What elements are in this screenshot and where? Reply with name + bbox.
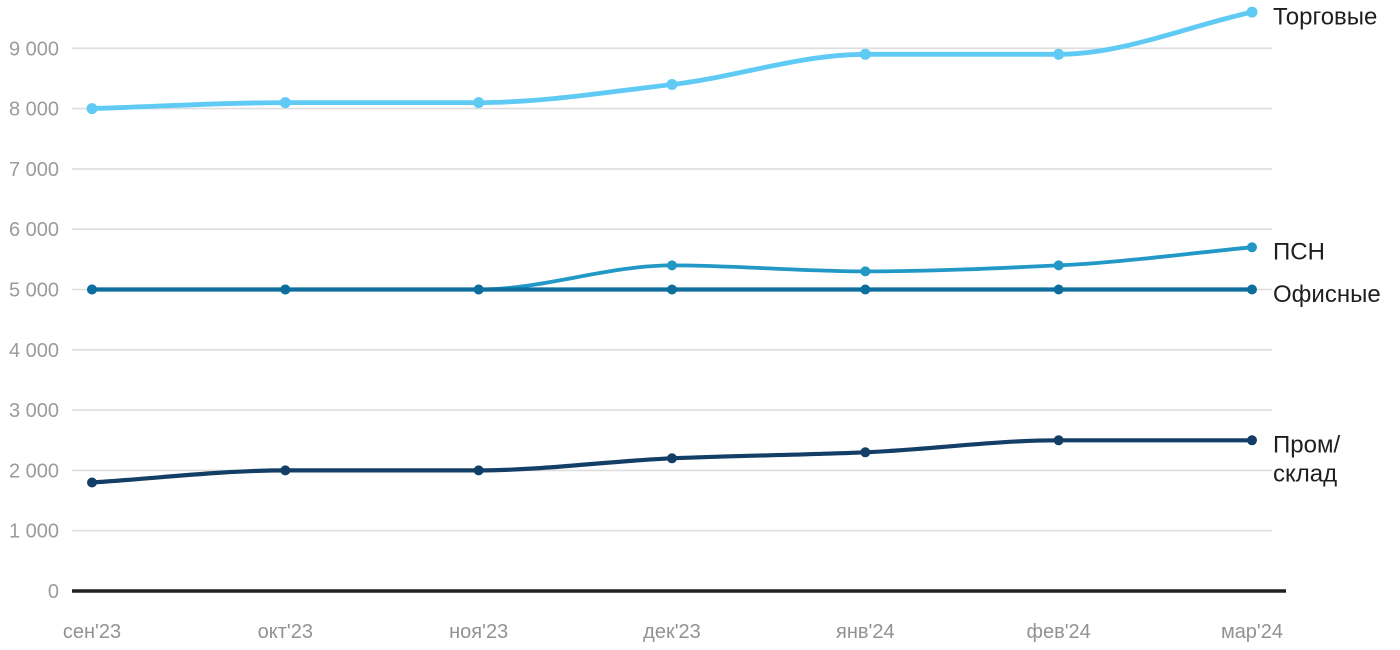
data-point[interactable]: [87, 284, 97, 295]
data-point[interactable]: [1053, 260, 1064, 271]
y-tick-label: 3 000: [9, 400, 59, 422]
y-tick-label: 5 000: [9, 280, 59, 302]
data-point[interactable]: [86, 103, 98, 115]
data-point[interactable]: [473, 465, 484, 476]
data-point[interactable]: [1246, 284, 1257, 295]
x-tick-label: фев'24: [1027, 621, 1091, 643]
y-tick-label: 6 000: [9, 219, 59, 241]
series-line-1: [89, 9, 1255, 111]
x-tick-label: янв'24: [836, 621, 895, 643]
y-tick-label: 9 000: [9, 38, 59, 60]
data-point[interactable]: [280, 465, 291, 476]
y-tick-label: 8 000: [9, 99, 59, 121]
data-point[interactable]: [860, 266, 871, 277]
data-point[interactable]: [666, 453, 677, 464]
y-tick-label: 2 000: [9, 460, 59, 482]
x-tick-label: дек'23: [643, 621, 701, 643]
data-point[interactable]: [280, 284, 291, 295]
series-label-4: Пром/: [1273, 432, 1340, 459]
data-point[interactable]: [279, 97, 291, 109]
data-point[interactable]: [1053, 435, 1064, 446]
y-tick-label: 7 000: [9, 159, 59, 181]
series-label-1: Торговые: [1273, 4, 1377, 31]
x-tick-label: ноя'23: [449, 621, 508, 643]
data-point[interactable]: [666, 284, 677, 295]
y-tick-label: 1 000: [9, 521, 59, 543]
data-point[interactable]: [1246, 242, 1257, 253]
y-tick-label: 0: [48, 581, 59, 603]
data-point[interactable]: [473, 284, 484, 295]
data-point[interactable]: [859, 48, 871, 60]
series-label-4: склад: [1273, 461, 1337, 488]
data-point[interactable]: [666, 79, 678, 90]
series-label-2: ПСН: [1273, 239, 1325, 266]
data-point[interactable]: [1053, 48, 1065, 60]
data-point[interactable]: [1053, 284, 1064, 295]
data-point[interactable]: [473, 97, 485, 109]
data-point[interactable]: [87, 477, 97, 488]
series-label-3: Офисные: [1273, 281, 1381, 308]
x-tick-label: окт'23: [258, 621, 313, 643]
y-tick-label: 4 000: [9, 340, 59, 362]
data-point[interactable]: [1246, 6, 1258, 18]
data-point[interactable]: [860, 284, 871, 295]
data-point[interactable]: [1246, 435, 1257, 446]
x-tick-label: сен'23: [63, 621, 121, 643]
x-tick-label: мар'24: [1221, 621, 1283, 643]
data-point[interactable]: [860, 447, 871, 458]
data-point[interactable]: [666, 260, 677, 271]
